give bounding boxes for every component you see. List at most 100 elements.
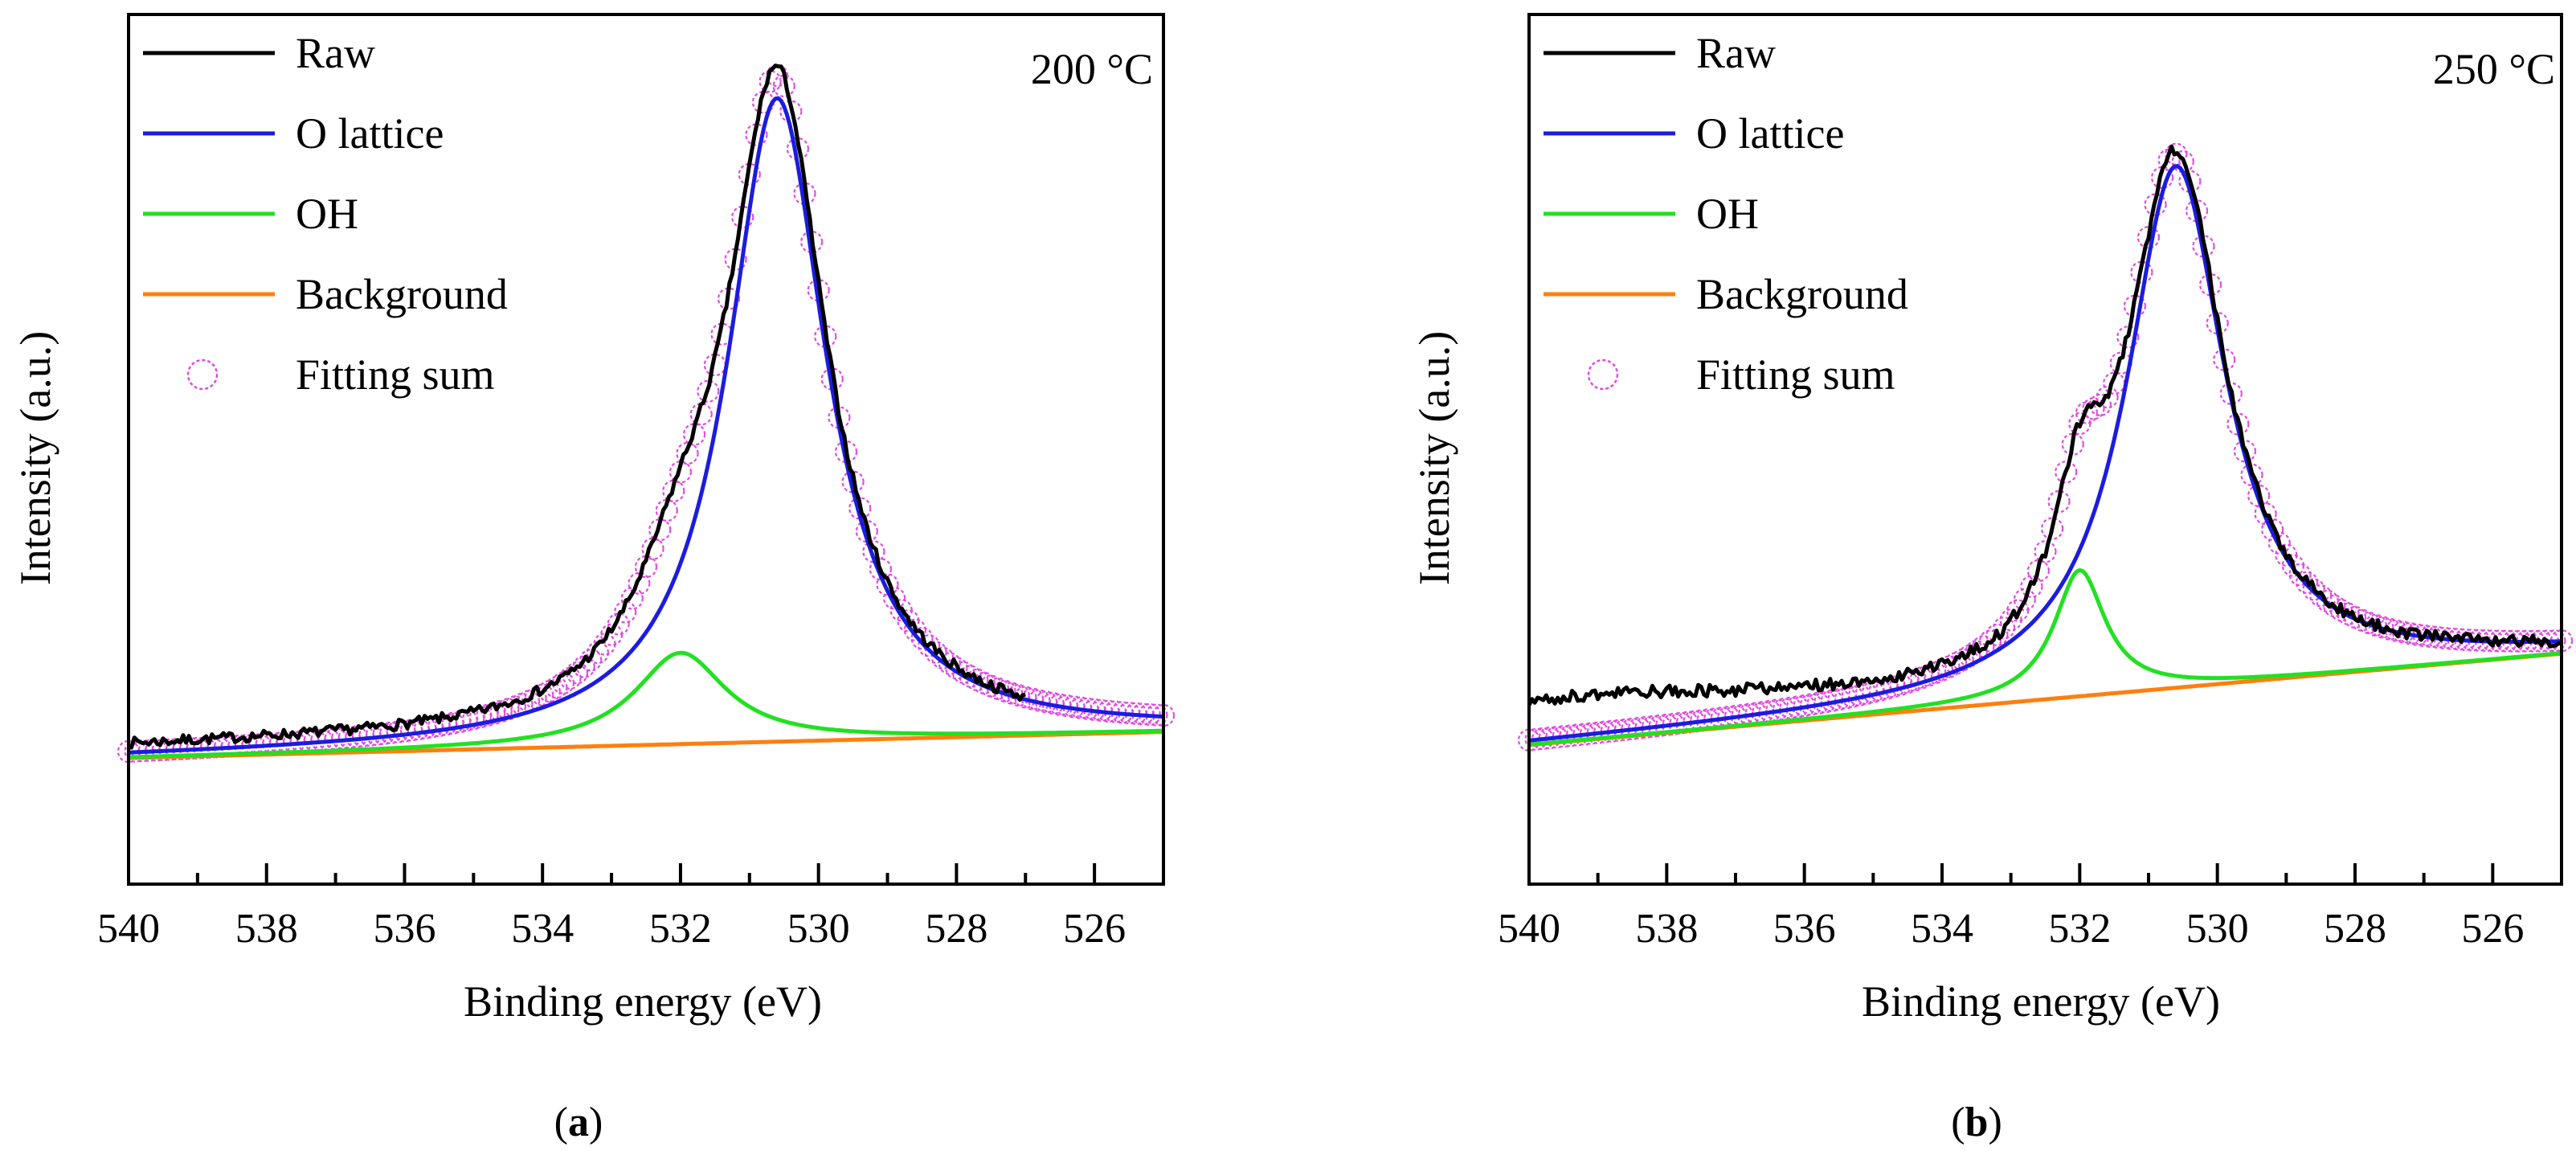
- panel-b-fitting-sum-point: [2302, 578, 2325, 601]
- panel-b-fitting-sum-point: [1985, 623, 2009, 647]
- panel-a-legend-o-lattice-label: O lattice: [296, 109, 444, 158]
- panel-b-series-fitting-sum: [1517, 142, 2574, 752]
- panel-a-x-tick-label: 528: [925, 906, 987, 952]
- panel-a-fitting-sum-point: [917, 634, 941, 657]
- panel-a-fitting-sum-point: [786, 137, 810, 161]
- panel-b-fitting-sum-point: [2013, 588, 2036, 612]
- panel-a-y-axis-title: Intensity (a.u.): [11, 331, 59, 585]
- panel-a-plot-layer: [117, 63, 1176, 764]
- panel-b-fitting-sum-point: [2034, 540, 2057, 563]
- panel-a-fitting-sum-point: [834, 440, 858, 464]
- panel-b-fitting-sum-point: [2254, 502, 2277, 526]
- panel-a-fitting-sum-point: [738, 162, 761, 186]
- panel-a-fitting-sum-point: [862, 540, 885, 563]
- panel-b-x-tick-label: 530: [2186, 906, 2249, 952]
- panel-a-series-oh: [128, 650, 1164, 760]
- panel-b-fitting-sum-point: [2171, 150, 2194, 174]
- panel-a-fitting-sum-point: [882, 587, 906, 610]
- panel-a-fitting-sum-point: [731, 206, 754, 229]
- panel-b-y-axis-title: Intensity (a.u.): [1410, 331, 1458, 585]
- panel-a-series-fitting-sum: [117, 63, 1176, 764]
- panel-b-fitting-sum-point: [1944, 652, 1968, 675]
- panel-a-series-raw: [128, 63, 1026, 751]
- panel-b-fitting-sum-point: [2020, 575, 2043, 598]
- panel-b-temperature-label: 250 °C: [2433, 45, 2555, 93]
- panel-b-legend-raw-label: Raw: [1696, 29, 1776, 77]
- panel-a-fitting-sum-point: [565, 661, 589, 685]
- panel-b-fitting-sum-point: [2055, 461, 2078, 484]
- panel-a-fitting-sum-point: [986, 677, 1010, 700]
- panel-a-fitting-sum-point: [455, 709, 478, 732]
- panel-a-fitting-sum-point: [972, 671, 996, 695]
- panel-b-fitting-sum-point: [2295, 571, 2319, 594]
- panel-a-fitting-sum-point: [828, 406, 851, 429]
- panel-b-fitting-sum-point: [2178, 170, 2202, 193]
- panel-b-fitting-sum-point: [2233, 440, 2256, 463]
- panel-b-fitting-sum-point: [2226, 412, 2250, 436]
- panel-b-x-tick-label: 540: [1498, 906, 1560, 952]
- panel-a-fitting-sum-point: [966, 668, 989, 692]
- panel-a-axes-layer: 540 538 536 534 532 530 528 526: [97, 13, 1165, 952]
- panel-b-fitting-sum-point: [2288, 563, 2312, 587]
- panel-a-fitting-sum-point: [482, 702, 506, 725]
- panel-a-fitting-sum-point: [799, 230, 824, 254]
- panel-a-fitting-sum-point: [579, 649, 603, 672]
- panel-b-series-oh: [1528, 567, 2562, 747]
- panel-b-fitting-sum-point: [2136, 226, 2161, 249]
- panel-b-fitting-sum-point: [2185, 199, 2209, 223]
- panel-b-fitting-sum-point: [2061, 432, 2084, 456]
- panel-a-fitting-sum-point: [848, 497, 872, 520]
- panel-a-fitting-sum-point: [1007, 683, 1030, 707]
- panel-b-fitting-sum-point: [2219, 382, 2243, 405]
- panel-a-fitting-sum-point: [524, 686, 547, 710]
- panel-a-legend-fitting-sum-label: Fitting sum: [296, 350, 495, 399]
- panel-b-fitting-sum-point: [2213, 348, 2236, 371]
- panel-b-fitting-sum-point: [2047, 489, 2071, 514]
- panel-b-x-tick-label: 536: [1773, 906, 1836, 952]
- panel-a-series-o-lattice: [128, 96, 1164, 755]
- panel-a-x-tick-label: 534: [511, 906, 574, 952]
- panel-b-fitting-sum-point: [2267, 531, 2291, 555]
- panel-a-fitting-sum-point: [903, 618, 927, 641]
- panel-a-fitting-sum-point: [855, 519, 878, 543]
- panel-a-x-tick-label: 526: [1063, 906, 1126, 952]
- panel-b-legend-o-lattice-label: O lattice: [1696, 109, 1844, 158]
- panel-b: 540 538 536 534 532 530 528 526 Raw O lattice OH B…: [1410, 13, 2574, 1145]
- panel-b-fitting-sum-point: [2199, 273, 2222, 297]
- panel-a-fitting-sum-point: [510, 692, 534, 716]
- panel-a-fitting-sum-point: [682, 423, 706, 446]
- panel-b-fitting-sum-point: [2206, 311, 2229, 335]
- panel-b-axes-layer: 540 538 536 534 532 530 528 526: [1498, 13, 2563, 952]
- panel-b-fitting-sum-point: [2549, 629, 2574, 653]
- panel-a-fitting-sum-point: [607, 612, 630, 636]
- panel-a-fitting-sum-point: [993, 679, 1016, 702]
- panel-b-fitting-sum-point: [2371, 616, 2394, 639]
- panel-b-fitting-sum-point: [1930, 658, 1954, 682]
- panel-b-fitting-sum-point: [1993, 616, 2016, 640]
- panel-b-legend-background-label: Background: [1696, 270, 1908, 318]
- panel-b-x-tick-label: 526: [2461, 906, 2524, 952]
- panel-a-fitting-sum-point: [1151, 703, 1176, 727]
- panel-b-caption: (b): [1951, 1100, 2002, 1145]
- panel-a-x-tick-label: 538: [235, 906, 298, 952]
- panel-a-fitting-sum-point: [724, 248, 747, 271]
- panel-a-fitting-sum-point: [655, 498, 678, 522]
- panel-b-fitting-sum-point: [2006, 599, 2030, 622]
- panel-a-fitting-sum-point: [924, 641, 947, 664]
- panel-a-fitting-sum-point: [614, 600, 637, 624]
- panel-a-fitting-sum-point: [779, 100, 803, 123]
- panel-b-x-tick-label: 538: [1635, 906, 1698, 952]
- panel-a-legend: Raw O lattice OH Background Fitting sum: [143, 29, 508, 399]
- panel-b-fitting-sum-point: [2096, 386, 2119, 409]
- panel-a-fitting-sum-point: [517, 690, 541, 713]
- panel-b-fitting-sum-point: [2144, 193, 2167, 216]
- panel-a-fitting-sum-point: [628, 571, 651, 595]
- panel-a-fitting-sum-point: [634, 555, 658, 579]
- panel-b-series-raw: [1527, 144, 2562, 706]
- panel-a-fitting-sum-point: [1145, 703, 1168, 727]
- panel-b-fitting-sum-point: [2123, 294, 2146, 317]
- panel-b-fitting-sum-point: [1937, 655, 1961, 678]
- panel-a-fitting-sum-point: [676, 441, 699, 465]
- panel-b-fitting-sum-point: [2075, 401, 2098, 424]
- panel-b-fitting-sum-point: [2337, 602, 2360, 625]
